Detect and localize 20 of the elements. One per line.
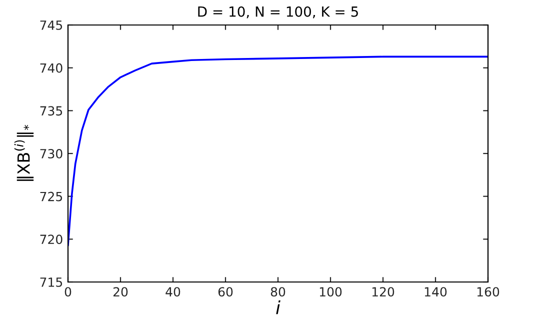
y-tick-label: 725 [40,192,62,202]
x-tick-label: 0 [64,287,72,297]
x-tick-label: 100 [320,287,342,297]
x-tick-label: 40 [166,287,180,297]
x-tick-label: 140 [424,287,447,297]
line-series [68,56,488,246]
x-axis-title: i [276,300,280,314]
x-tick-label: 120 [372,287,394,297]
y-tick-label: 740 [40,63,62,73]
x-tick-label: 60 [218,287,233,297]
y-tick-label: 720 [40,234,62,244]
y-tick-label: 735 [40,106,62,116]
y-tick-label: 730 [40,148,62,158]
y-tick-label: 745 [40,20,62,30]
chart-title: D = 10, N = 100, K = 5 [198,6,358,18]
y-tick-label: 715 [40,278,62,287]
x-tick-label: 160 [477,287,500,297]
x-tick-label: 80 [270,287,286,297]
x-tick-label: 20 [113,287,128,297]
y-axis-title: ‖XB$^{(i)}$‖$_{*}$ [14,124,34,181]
